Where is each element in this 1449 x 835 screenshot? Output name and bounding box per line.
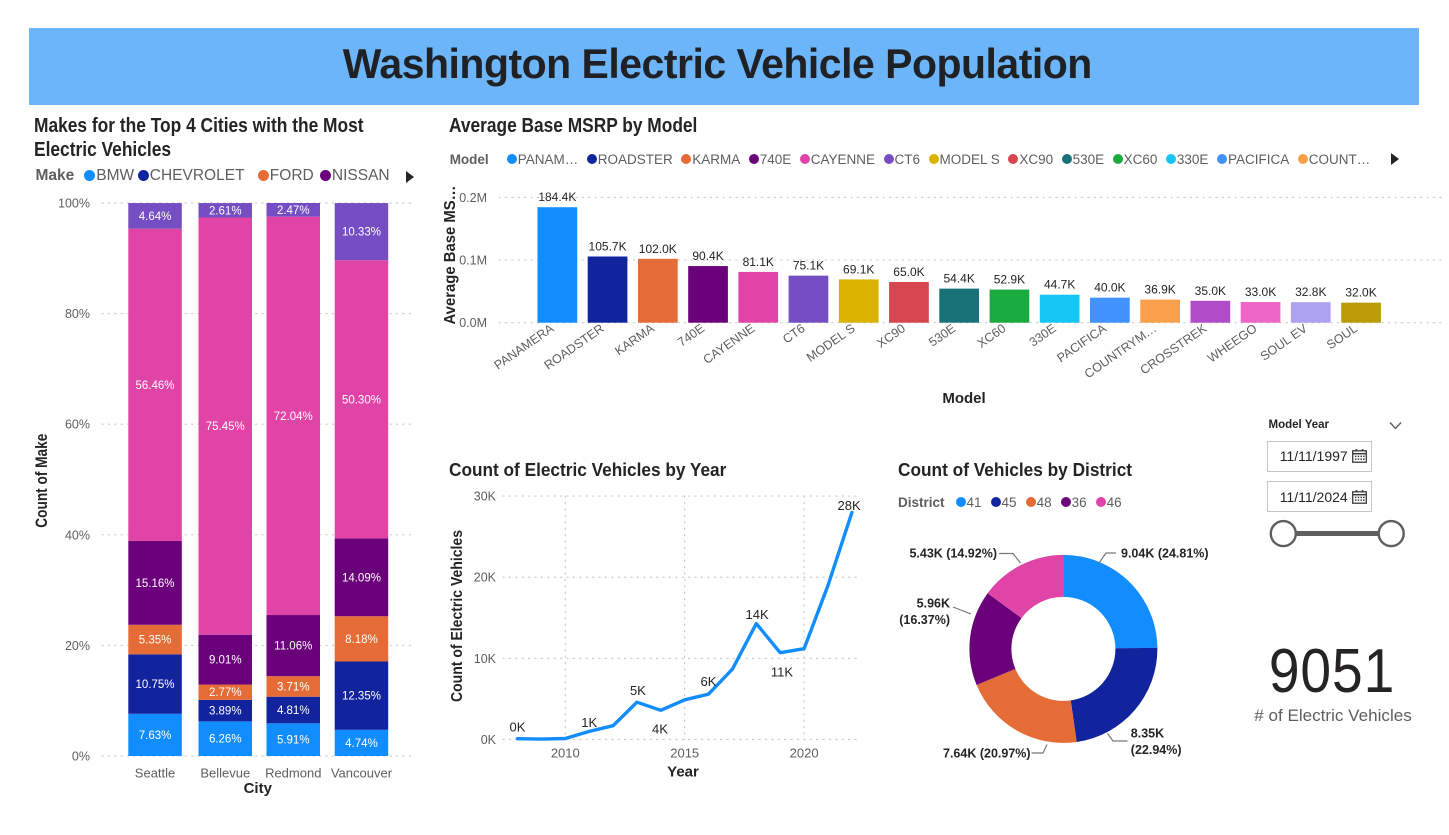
svg-text:7.64K (20.97%): 7.64K (20.97%) <box>943 747 1031 761</box>
svg-text:330E: 330E <box>1027 321 1059 349</box>
svg-text:75.1K: 75.1K <box>793 259 824 273</box>
svg-text:5.43K (14.92%): 5.43K (14.92%) <box>909 547 997 561</box>
svg-text:Average Base MS…: Average Base MS… <box>442 186 459 325</box>
svg-text:740E: 740E <box>675 321 707 349</box>
svg-text:CT6: CT6 <box>780 321 807 346</box>
svg-text:0K: 0K <box>510 720 526 735</box>
svg-text:6.26%: 6.26% <box>209 734 242 746</box>
svg-text:52.9K: 52.9K <box>994 273 1025 287</box>
svg-text:10.75%: 10.75% <box>136 679 175 691</box>
svg-text:2.47%: 2.47% <box>277 205 310 217</box>
svg-text:4.64%: 4.64% <box>139 211 172 223</box>
svg-text:35.0K: 35.0K <box>1195 284 1226 298</box>
svg-text:2015: 2015 <box>670 746 699 761</box>
svg-text:184.4K: 184.4K <box>538 190 576 204</box>
svg-text:72.04%: 72.04% <box>274 411 313 423</box>
svg-text:40.0K: 40.0K <box>1094 281 1125 295</box>
svg-text:69.1K: 69.1K <box>843 262 874 276</box>
svg-text:105.7K: 105.7K <box>589 240 627 254</box>
svg-text:8.18%: 8.18% <box>345 634 378 646</box>
svg-text:5K: 5K <box>630 683 646 698</box>
svg-text:4.81%: 4.81% <box>277 705 310 717</box>
svg-text:SOUL EV: SOUL EV <box>1258 321 1311 364</box>
svg-text:9.01%: 9.01% <box>209 655 242 667</box>
svg-text:33.0K: 33.0K <box>1245 285 1276 299</box>
svg-text:2010: 2010 <box>551 746 580 761</box>
svg-text:3.71%: 3.71% <box>277 681 310 693</box>
svg-text:7.63%: 7.63% <box>139 730 172 742</box>
svg-text:32.0K: 32.0K <box>1345 286 1376 300</box>
svg-text:Count of Electric Vehicles: Count of Electric Vehicles <box>449 530 466 702</box>
svg-text:0K: 0K <box>481 733 497 747</box>
svg-text:Seattle: Seattle <box>135 766 175 781</box>
svg-text:MODEL S: MODEL S <box>804 321 858 364</box>
svg-text:14.09%: 14.09% <box>342 572 381 584</box>
svg-text:11K: 11K <box>771 665 793 680</box>
svg-text:CAYENNE: CAYENNE <box>701 321 758 367</box>
svg-text:56.46%: 56.46% <box>136 380 175 392</box>
svg-text:Model: Model <box>942 390 985 407</box>
svg-text:11.06%: 11.06% <box>274 641 312 653</box>
svg-text:90.4K: 90.4K <box>692 249 723 263</box>
svg-text:30K: 30K <box>474 490 497 504</box>
svg-text:0.2M: 0.2M <box>459 191 487 205</box>
svg-text:Year: Year <box>667 764 699 781</box>
svg-text:Redmond: Redmond <box>265 766 321 781</box>
svg-text:80%: 80% <box>65 307 90 321</box>
svg-text:City: City <box>244 780 273 797</box>
svg-text:9.04K (24.81%): 9.04K (24.81%) <box>1121 547 1209 561</box>
svg-text:4K: 4K <box>652 722 668 737</box>
svg-text:100%: 100% <box>58 197 90 211</box>
svg-text:5.35%: 5.35% <box>139 635 172 647</box>
svg-text:5.96K: 5.96K <box>917 597 950 611</box>
svg-text:75.45%: 75.45% <box>206 421 245 433</box>
svg-text:0.1M: 0.1M <box>459 254 487 268</box>
svg-text:44.7K: 44.7K <box>1044 278 1075 292</box>
svg-text:0.0M: 0.0M <box>459 316 487 330</box>
svg-text:5.91%: 5.91% <box>277 735 310 747</box>
svg-text:10.33%: 10.33% <box>342 227 381 239</box>
svg-text:Bellevue: Bellevue <box>200 766 250 781</box>
svg-text:32.8K: 32.8K <box>1295 285 1326 299</box>
svg-text:2.61%: 2.61% <box>209 205 242 217</box>
svg-text:KARMA: KARMA <box>612 321 657 358</box>
svg-text:3.89%: 3.89% <box>209 706 242 718</box>
svg-text:12.35%: 12.35% <box>342 691 381 703</box>
svg-text:14K: 14K <box>746 607 769 622</box>
svg-text:36.9K: 36.9K <box>1144 283 1175 297</box>
svg-text:Vancouver: Vancouver <box>331 766 393 781</box>
svg-text:530E: 530E <box>926 321 958 349</box>
svg-text:20%: 20% <box>65 639 90 653</box>
svg-text:8.35K: 8.35K <box>1131 727 1164 741</box>
svg-text:60%: 60% <box>65 418 90 432</box>
svg-text:81.1K: 81.1K <box>743 255 774 269</box>
svg-text:65.0K: 65.0K <box>893 265 924 279</box>
svg-text:SOUL: SOUL <box>1324 321 1360 352</box>
svg-text:2.77%: 2.77% <box>209 687 242 699</box>
svg-text:WHEEGO: WHEEGO <box>1205 321 1260 365</box>
svg-text:54.4K: 54.4K <box>944 272 975 286</box>
svg-text:0%: 0% <box>72 750 90 764</box>
svg-text:(22.94%): (22.94%) <box>1131 743 1182 757</box>
svg-text:2020: 2020 <box>790 746 819 761</box>
svg-text:40%: 40% <box>65 528 90 542</box>
svg-text:XC90: XC90 <box>874 321 908 350</box>
svg-text:6K: 6K <box>701 674 717 689</box>
svg-text:15.16%: 15.16% <box>136 578 175 590</box>
svg-text:20K: 20K <box>474 571 497 585</box>
svg-text:Count of Make: Count of Make <box>32 434 51 528</box>
svg-text:28K: 28K <box>838 498 861 513</box>
svg-text:50.30%: 50.30% <box>342 394 381 406</box>
svg-text:10K: 10K <box>474 652 497 666</box>
svg-text:XC60: XC60 <box>975 321 1009 350</box>
svg-text:(16.37%): (16.37%) <box>899 613 950 627</box>
svg-text:102.0K: 102.0K <box>639 242 677 256</box>
svg-text:1K: 1K <box>581 715 597 730</box>
svg-text:4.74%: 4.74% <box>345 738 378 750</box>
